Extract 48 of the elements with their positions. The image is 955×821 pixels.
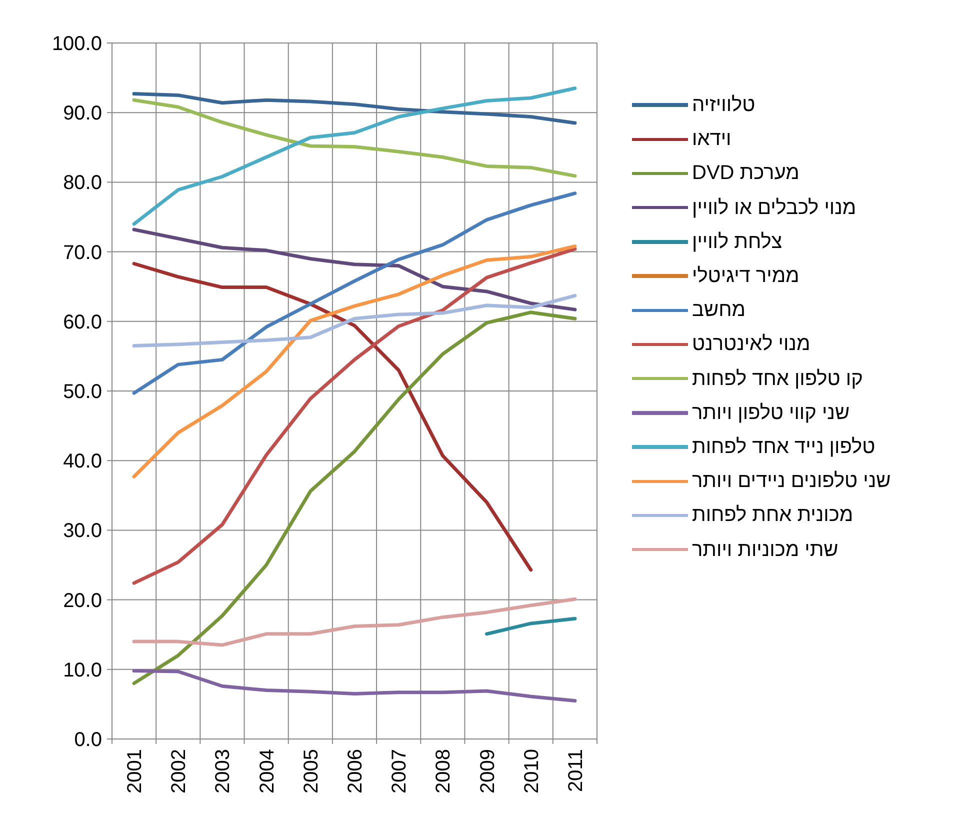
legend-label: מכונית אחת לפחות xyxy=(692,503,854,528)
legend-label: צלחת לוויין xyxy=(692,230,782,255)
line-series xyxy=(132,669,577,702)
legend-label: וידאו xyxy=(692,127,732,152)
x-tick-label: 2010 xyxy=(520,749,543,794)
legend-label: קו טלפון אחד לפחות xyxy=(692,366,863,392)
y-tick-label: 80.0 xyxy=(63,172,102,194)
legend-label: מחשב xyxy=(692,298,746,324)
y-tick-label: 10.0 xyxy=(63,659,102,682)
y-tick-label: 40.0 xyxy=(63,450,102,473)
line-series xyxy=(132,294,577,348)
line-series xyxy=(132,98,577,178)
x-tick-label: 2003 xyxy=(212,749,234,794)
line-series xyxy=(132,247,577,585)
y-tick-label: 50.0 xyxy=(63,381,102,403)
x-tick-label: 2009 xyxy=(476,749,499,794)
legend-label: מערכת DVD xyxy=(692,161,800,186)
x-tick-label: 2011 xyxy=(564,749,587,792)
legend-label: שני טלפונים ניידים ויותר xyxy=(692,469,891,494)
line-series xyxy=(132,86,577,226)
legend-label: טלוויזיה xyxy=(692,93,756,118)
line-series xyxy=(132,597,577,647)
y-tick-label: 90.0 xyxy=(63,102,102,125)
line-series xyxy=(132,310,577,686)
legend-label: טלפון נייד אחד לפחות xyxy=(692,435,876,460)
x-tick-label: 2001 xyxy=(124,749,146,794)
legend-label: מנוי לכבלים או לוויין xyxy=(692,196,856,221)
line-series xyxy=(132,92,577,125)
x-tick-label: 2002 xyxy=(168,749,190,794)
x-tick-label: 2007 xyxy=(388,749,411,794)
y-tick-label: 70.0 xyxy=(63,242,102,264)
y-tick-label: 60.0 xyxy=(63,311,102,334)
legend-label: שתי מכוניות ויותר xyxy=(692,538,838,563)
x-tick-label: 2005 xyxy=(300,749,322,794)
line-series xyxy=(132,262,533,572)
line-series xyxy=(132,192,577,395)
x-tick-label: 2006 xyxy=(344,749,366,794)
x-tick-label: 2008 xyxy=(432,749,455,794)
line-series xyxy=(132,228,577,312)
x-tick-label: 2004 xyxy=(256,749,278,794)
y-tick-label: 0.0 xyxy=(74,729,102,751)
y-tick-label: 20.0 xyxy=(63,590,102,612)
legend-label: שני קווי טלפון ויותר xyxy=(692,400,850,426)
y-tick-label: 100.0 xyxy=(52,33,102,55)
line-series xyxy=(132,244,577,478)
legend-label: מנוי לאינטרנט xyxy=(692,332,810,358)
y-tick-label: 30.0 xyxy=(63,520,102,542)
legend-label: ממיר דיגיטלי xyxy=(692,264,800,290)
